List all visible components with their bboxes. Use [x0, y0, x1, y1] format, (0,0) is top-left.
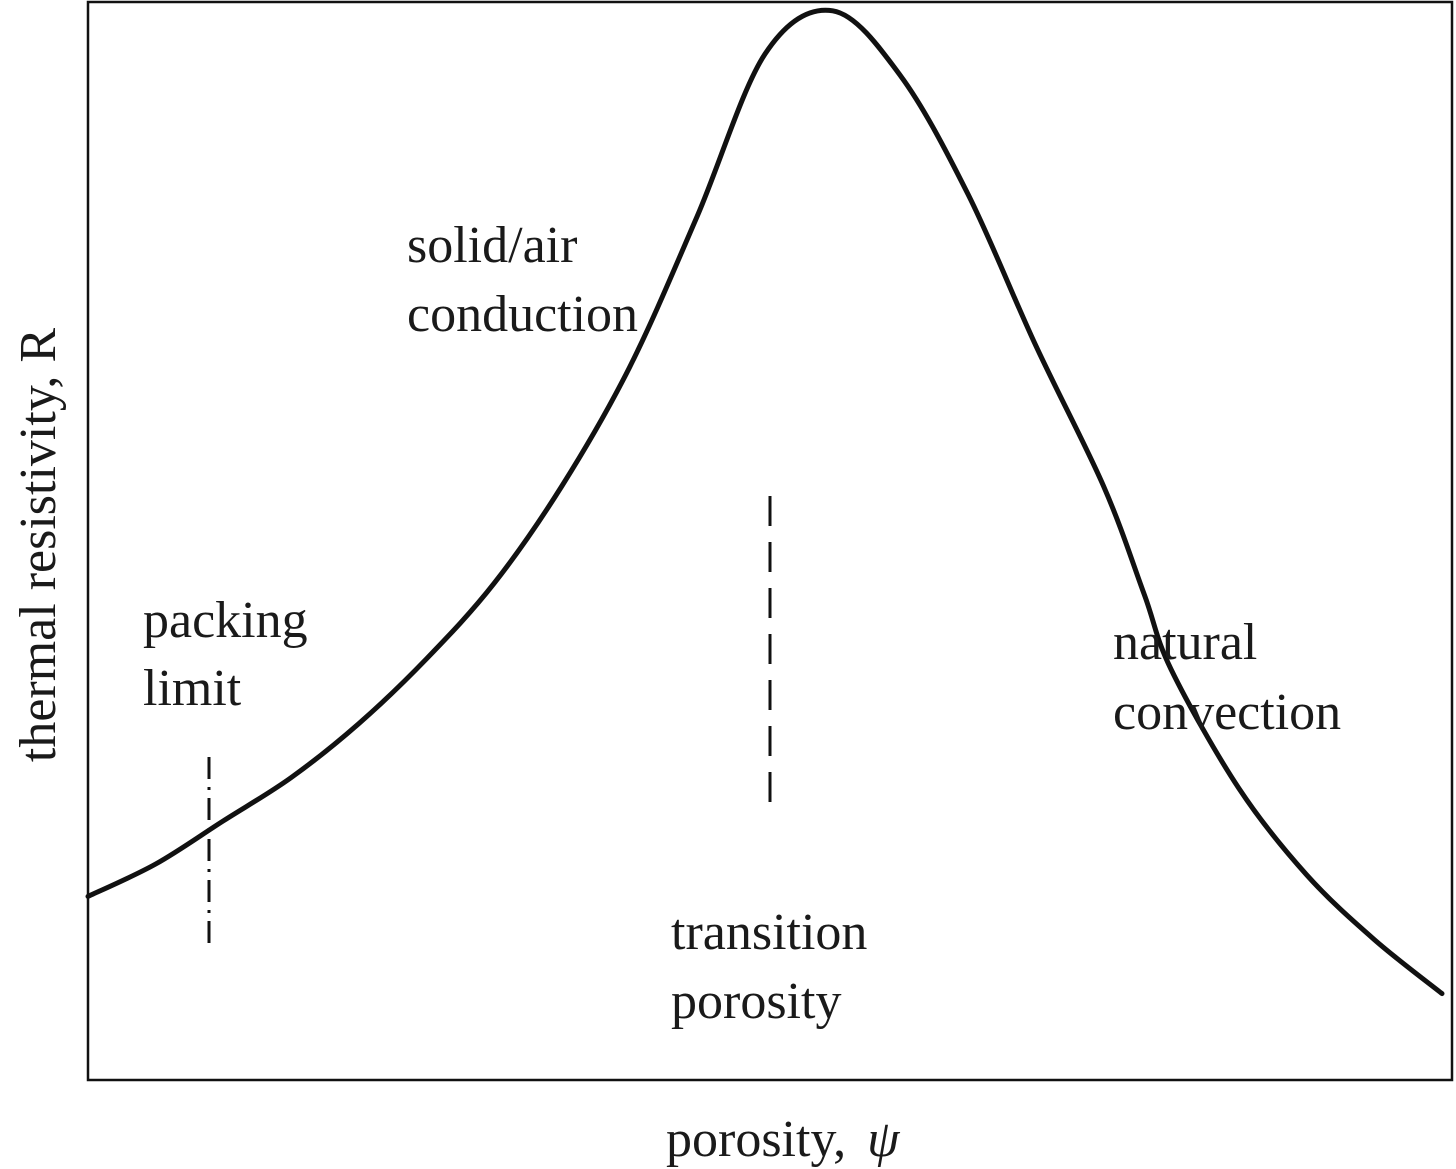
resistivity-curve — [85, 7, 1445, 997]
solid-air-conduction-label-line2: conduction — [407, 286, 638, 343]
packing-limit-label-line2: limit — [143, 660, 242, 717]
natural-convection-label-line2: convection — [1113, 684, 1341, 741]
transition-porosity-label-line2: porosity — [671, 973, 841, 1030]
x-axis-label: porosity, ψ — [666, 1111, 901, 1168]
solid-air-conduction-label-line1: solid/air — [407, 217, 577, 274]
plot-frame — [86, 0, 1454, 1082]
y-axis-label: thermal resistivity, R — [10, 328, 67, 763]
packing-limit-label-line1: packing — [143, 592, 308, 649]
natural-convection-label-line1: natural — [1113, 614, 1257, 671]
transition-porosity-label-line1: transition — [671, 904, 867, 961]
x-axis-label-symbol: ψ — [867, 1111, 901, 1168]
x-axis-label-text: porosity, — [666, 1111, 846, 1168]
